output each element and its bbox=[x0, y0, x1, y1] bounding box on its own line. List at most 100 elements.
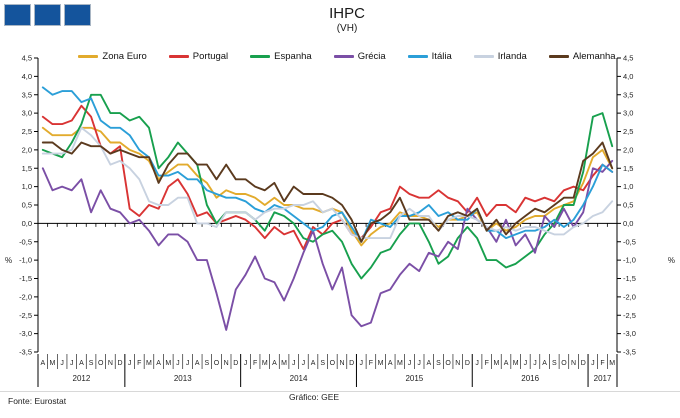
svg-text:D: D bbox=[465, 360, 470, 367]
svg-text:J: J bbox=[524, 360, 528, 367]
legend-swatch bbox=[407, 55, 428, 58]
svg-text:A: A bbox=[426, 360, 431, 367]
svg-text:-3,5: -3,5 bbox=[623, 348, 636, 357]
svg-text:4,0: 4,0 bbox=[623, 72, 633, 81]
svg-text:-0,5: -0,5 bbox=[623, 237, 636, 246]
svg-text:J: J bbox=[533, 360, 537, 367]
svg-text:M: M bbox=[609, 360, 615, 367]
year-label: 2015 bbox=[405, 374, 423, 383]
year-label: 2012 bbox=[73, 374, 91, 383]
svg-text:S: S bbox=[552, 360, 557, 367]
svg-text:M: M bbox=[378, 360, 384, 367]
svg-text:D: D bbox=[233, 360, 238, 367]
svg-text:F: F bbox=[137, 360, 141, 367]
svg-text:-3,0: -3,0 bbox=[19, 329, 32, 338]
svg-text:J: J bbox=[360, 360, 364, 367]
legend-swatch bbox=[333, 55, 354, 58]
svg-text:M: M bbox=[493, 360, 499, 367]
legend-label: Portugal bbox=[192, 51, 229, 62]
series-grécia bbox=[41, 159, 614, 331]
svg-text:J: J bbox=[408, 360, 412, 367]
svg-text:-0,5: -0,5 bbox=[19, 237, 32, 246]
svg-text:M: M bbox=[165, 360, 171, 367]
svg-text:2,5: 2,5 bbox=[623, 127, 633, 136]
svg-text:M: M bbox=[397, 360, 403, 367]
svg-text:O: O bbox=[214, 360, 220, 367]
year-label: 2013 bbox=[174, 374, 192, 383]
legend-swatch bbox=[168, 55, 189, 58]
svg-text:-2,5: -2,5 bbox=[19, 311, 32, 320]
svg-text:4,0: 4,0 bbox=[22, 72, 32, 81]
logo bbox=[4, 4, 91, 26]
y-axis-right: -3,5 -3,0 -2,5 -2,0 -1,5 -1,0 -0,5 0,0 0,5 1,0 1,5… bbox=[616, 54, 675, 357]
y-axis-unit-right: % bbox=[668, 256, 675, 265]
svg-text:1,0: 1,0 bbox=[22, 182, 32, 191]
svg-text:-2,5: -2,5 bbox=[623, 311, 636, 320]
svg-text:M: M bbox=[281, 360, 287, 367]
svg-text:A: A bbox=[79, 360, 84, 367]
series-irlanda bbox=[41, 126, 614, 240]
svg-text:J: J bbox=[292, 360, 296, 367]
legend-swatch bbox=[78, 55, 99, 58]
svg-text:N: N bbox=[339, 360, 344, 367]
legend-swatch bbox=[473, 55, 494, 58]
year-label: 2016 bbox=[521, 374, 539, 383]
svg-text:1,5: 1,5 bbox=[623, 164, 633, 173]
svg-text:J: J bbox=[417, 360, 421, 367]
legend-label: Alemanha bbox=[572, 51, 616, 62]
legend-item-irlanda: Irlanda bbox=[473, 51, 527, 62]
y-axis-left: -3,5 -3,0 -2,5 -2,0 -1,5 -1,0 -0,5 0,0 0,5 1,0 1,5… bbox=[5, 54, 39, 357]
svg-text:-1,0: -1,0 bbox=[623, 256, 636, 265]
logo-square bbox=[4, 4, 31, 26]
svg-text:J: J bbox=[176, 360, 180, 367]
svg-text:D: D bbox=[349, 360, 354, 367]
legend-label: Grécia bbox=[357, 51, 386, 62]
svg-text:M: M bbox=[146, 360, 152, 367]
svg-text:J: J bbox=[302, 360, 306, 367]
svg-text:A: A bbox=[195, 360, 200, 367]
svg-text:M: M bbox=[262, 360, 268, 367]
legend-swatch bbox=[548, 55, 569, 58]
y-axis-unit-left: % bbox=[5, 256, 12, 265]
svg-text:J: J bbox=[244, 360, 248, 367]
year-label: 2017 bbox=[594, 374, 612, 383]
svg-text:D: D bbox=[581, 360, 586, 367]
svg-text:J: J bbox=[591, 360, 595, 367]
footer-divider bbox=[0, 391, 680, 392]
legend-label: Itália bbox=[431, 51, 452, 62]
svg-text:3,0: 3,0 bbox=[623, 109, 633, 118]
svg-text:3,0: 3,0 bbox=[22, 109, 32, 118]
svg-text:-1,5: -1,5 bbox=[19, 274, 32, 283]
legend-item-grécia: Grécia bbox=[333, 51, 386, 62]
credit-label: Gráfico: GEE bbox=[289, 392, 340, 402]
svg-text:4,5: 4,5 bbox=[22, 54, 32, 63]
svg-text:O: O bbox=[330, 360, 336, 367]
legend-item-espanha: Espanha bbox=[250, 51, 312, 62]
legend-label: Irlanda bbox=[497, 51, 527, 62]
svg-text:0,5: 0,5 bbox=[22, 201, 32, 210]
svg-text:D: D bbox=[117, 360, 122, 367]
page-title: IHPC bbox=[329, 5, 365, 22]
series-itália bbox=[41, 86, 614, 243]
svg-text:-3,5: -3,5 bbox=[19, 348, 32, 357]
svg-text:1,5: 1,5 bbox=[22, 164, 32, 173]
legend-item-itália: Itália bbox=[407, 51, 452, 62]
svg-text:J: J bbox=[186, 360, 190, 367]
svg-text:N: N bbox=[224, 360, 229, 367]
svg-text:F: F bbox=[485, 360, 489, 367]
svg-text:J: J bbox=[475, 360, 479, 367]
svg-text:S: S bbox=[436, 360, 441, 367]
logo-square bbox=[64, 4, 91, 26]
svg-text:-3,0: -3,0 bbox=[623, 329, 636, 338]
series-portugal bbox=[41, 104, 614, 251]
svg-text:S: S bbox=[205, 360, 210, 367]
svg-text:1,0: 1,0 bbox=[623, 182, 633, 191]
svg-text:M: M bbox=[513, 360, 519, 367]
svg-text:O: O bbox=[561, 360, 567, 367]
source-label: Fonte: Eurostat bbox=[8, 396, 67, 406]
svg-text:2,5: 2,5 bbox=[22, 127, 32, 136]
svg-text:A: A bbox=[272, 360, 277, 367]
